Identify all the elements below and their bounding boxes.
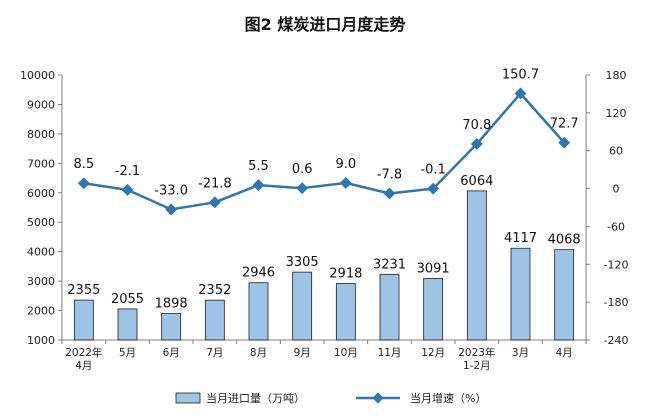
left-tick-label: 1000 [27,334,55,347]
bar-value-label: 3231 [373,257,406,272]
x-tick-label: 6月 [163,347,180,359]
right-tick-label: 120 [606,107,627,120]
bar [379,273,400,341]
bar-value-label: 2355 [67,283,100,298]
bar [554,249,575,341]
bar-value-label: 3091 [417,261,450,276]
axes: 1000090008000700060005000400030002000100… [20,69,628,372]
x-tick-label: 3月 [512,347,529,359]
bar [204,299,225,341]
bar-value-label: 2055 [111,292,144,307]
left-tick-label: 5000 [27,216,55,229]
growth-value-label: 0.6 [292,162,313,177]
growth-marker [208,196,221,209]
growth-value-label: 9.0 [335,157,356,172]
bars: 2355 2055 1898 2352 2946 3305 2918 3231 3091 6064… [67,174,581,341]
right-tick-label: 60 [609,145,623,158]
bar-value-label: 2918 [329,267,362,282]
left-tick-label: 2000 [27,305,55,318]
bar-value-label: 1898 [155,297,188,312]
growth-value-label: -33.0 [154,183,188,198]
growth-value-label: -21.8 [198,176,232,191]
x-tick-label: 7月 [206,347,223,359]
growth-value-label: -2.1 [115,164,140,179]
left-tick-label: 4000 [27,246,55,259]
left-tick-label: 10000 [20,69,55,82]
growth-marker [121,183,134,196]
bar-value-label: 3305 [286,255,319,270]
bar-value-label: 2946 [242,266,275,281]
growth-marker [383,187,396,200]
growth-marker [165,203,178,216]
chart-title: 图2 煤炭进口月度走势 [245,15,406,34]
growth-line-path [83,92,566,211]
growth-value-label: 5.5 [248,159,269,174]
right-tick-label: -60 [607,220,625,233]
bar-value-label: 4117 [504,231,537,246]
left-tick-label: 7000 [27,157,55,170]
growth-marker [296,182,309,195]
right-tick-label: -120 [604,258,629,271]
x-tick-label: 10月 [334,347,358,359]
left-tick-label: 6000 [27,187,55,200]
x-tick-label: 9月 [294,347,311,359]
growth-value-label: 8.5 [73,157,94,172]
x-tick-label: 4月 [75,360,92,372]
growth-value-label: 72.7 [550,117,579,132]
bar-value-label: 6064 [460,174,493,189]
bar [117,308,138,341]
right-tick-label: -240 [604,334,629,347]
bar-value-label: 2352 [198,283,231,298]
bar [466,190,487,341]
growth-marker [77,177,90,190]
bar [510,247,531,341]
right-tick-label: 0 [613,183,620,196]
x-tick-label: 5月 [119,347,136,359]
right-tick-label: -180 [604,296,629,309]
growth-line: 8.5 -2.1 -33.0 -21.8 5.5 0.6 9.0 -7.8 -0.1 70.8 15… [73,67,579,216]
growth-marker [558,136,571,149]
bar-value-label: 4068 [548,233,581,248]
bar [335,283,356,341]
x-tick-label: 2023年 [458,346,495,359]
legend-line-marker [372,392,384,404]
legend-bar-swatch [175,392,201,404]
growth-value-label: -0.1 [420,163,445,178]
growth-marker [252,179,265,192]
x-tick-label: 11月 [378,347,402,359]
x-tick-label: 4月 [556,347,573,359]
bar [161,313,182,341]
legend-line-label: 当月增速（%） [410,391,486,405]
bar [292,271,313,341]
growth-value-label: 150.7 [502,67,539,82]
x-tick-label: 12月 [421,347,445,359]
growth-marker [339,176,352,189]
right-tick-label: 180 [606,69,627,82]
bar [423,278,444,341]
left-tick-label: 8000 [27,128,55,141]
legend-bar-label: 当月进口量（万吨） [206,391,305,405]
left-tick-label: 3000 [27,275,55,288]
legend: 当月进口量（万吨） 当月增速（%） [175,391,486,405]
growth-value-label: 70.8 [462,118,491,133]
x-tick-label: 1-2月 [463,360,491,372]
x-tick-label: 8月 [250,347,267,359]
left-tick-label: 9000 [27,98,55,111]
growth-value-label: -7.8 [377,167,402,182]
bar [73,299,94,341]
bar [248,282,269,341]
x-tick-label: 2022年 [65,346,102,359]
